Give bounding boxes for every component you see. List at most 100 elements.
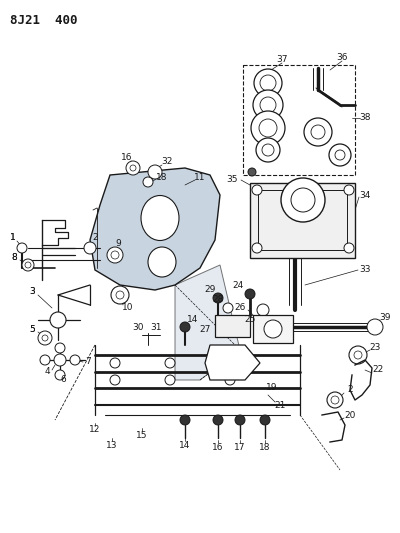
Text: 5: 5: [29, 326, 35, 335]
Text: 18: 18: [156, 174, 168, 182]
Text: 2: 2: [347, 385, 353, 394]
Circle shape: [225, 358, 235, 368]
Polygon shape: [90, 168, 220, 290]
Circle shape: [335, 150, 345, 160]
Bar: [243, 65, 355, 175]
Circle shape: [259, 119, 277, 137]
Circle shape: [22, 259, 34, 271]
Circle shape: [257, 304, 269, 316]
Circle shape: [252, 243, 262, 253]
Circle shape: [311, 125, 325, 139]
Text: 23: 23: [369, 343, 381, 352]
Text: 34: 34: [359, 190, 371, 199]
Circle shape: [110, 358, 120, 368]
Text: 8: 8: [11, 254, 17, 262]
Circle shape: [17, 243, 27, 253]
Circle shape: [329, 144, 351, 166]
Text: 18: 18: [259, 442, 271, 451]
Circle shape: [251, 111, 285, 145]
Circle shape: [180, 415, 190, 425]
Circle shape: [25, 262, 31, 268]
Circle shape: [42, 335, 48, 341]
Circle shape: [223, 303, 233, 313]
Polygon shape: [175, 265, 240, 380]
Circle shape: [111, 251, 119, 259]
Text: 36: 36: [336, 53, 348, 62]
Bar: [250, 183, 355, 258]
Circle shape: [180, 322, 190, 332]
Text: 20: 20: [344, 410, 356, 419]
Text: 28: 28: [212, 295, 224, 304]
Circle shape: [126, 161, 140, 175]
Text: 9: 9: [115, 238, 121, 247]
Text: 32: 32: [161, 157, 173, 166]
Circle shape: [165, 358, 175, 368]
Bar: [215, 315, 250, 337]
Text: 16: 16: [212, 442, 224, 451]
Text: 31: 31: [150, 324, 162, 333]
Text: 29: 29: [204, 286, 216, 295]
Text: 21: 21: [274, 400, 286, 409]
Text: 27: 27: [199, 326, 211, 335]
Circle shape: [54, 354, 66, 366]
Ellipse shape: [141, 196, 179, 240]
Circle shape: [235, 415, 245, 425]
Circle shape: [70, 355, 80, 365]
Text: 2: 2: [92, 233, 98, 243]
Circle shape: [260, 75, 276, 91]
Text: 26: 26: [234, 303, 246, 312]
Polygon shape: [205, 345, 260, 380]
Circle shape: [260, 97, 276, 113]
Text: 30: 30: [132, 324, 144, 333]
Circle shape: [110, 375, 120, 385]
Circle shape: [304, 118, 332, 146]
Circle shape: [367, 319, 383, 335]
Text: 3: 3: [29, 287, 35, 296]
Circle shape: [213, 293, 223, 303]
Text: 1: 1: [10, 233, 16, 243]
Circle shape: [260, 415, 270, 425]
Circle shape: [248, 168, 256, 176]
Text: 22: 22: [372, 366, 384, 375]
Circle shape: [55, 343, 65, 353]
Circle shape: [327, 392, 343, 408]
Circle shape: [254, 69, 282, 97]
Text: 16: 16: [121, 152, 133, 161]
Text: 8J21  400: 8J21 400: [10, 14, 78, 27]
Text: 25: 25: [244, 316, 256, 325]
Circle shape: [130, 165, 136, 171]
Circle shape: [245, 289, 255, 299]
Circle shape: [148, 165, 162, 179]
Text: 33: 33: [359, 265, 371, 274]
Circle shape: [252, 185, 262, 195]
Circle shape: [50, 312, 66, 328]
Text: 3: 3: [29, 287, 35, 296]
Text: 5: 5: [29, 326, 35, 335]
Circle shape: [111, 286, 129, 304]
Text: 17: 17: [234, 442, 246, 451]
Text: 13: 13: [106, 440, 118, 449]
Text: 7: 7: [85, 358, 91, 367]
Circle shape: [55, 370, 65, 380]
Circle shape: [253, 90, 283, 120]
Circle shape: [344, 185, 354, 195]
Circle shape: [354, 351, 362, 359]
Circle shape: [256, 138, 280, 162]
Text: 24: 24: [232, 280, 244, 289]
Text: 11: 11: [194, 174, 206, 182]
Circle shape: [331, 396, 339, 404]
Text: 6: 6: [60, 376, 66, 384]
Text: 15: 15: [136, 431, 148, 440]
Text: 1: 1: [10, 233, 16, 243]
Text: 35: 35: [226, 175, 238, 184]
Circle shape: [116, 291, 124, 299]
Text: 38: 38: [359, 114, 371, 123]
Text: 39: 39: [379, 312, 391, 321]
Circle shape: [264, 320, 282, 338]
Bar: [253, 315, 293, 343]
Circle shape: [349, 346, 367, 364]
Bar: [258, 190, 347, 250]
Circle shape: [213, 415, 223, 425]
Text: 10: 10: [122, 303, 134, 312]
Circle shape: [38, 331, 52, 345]
